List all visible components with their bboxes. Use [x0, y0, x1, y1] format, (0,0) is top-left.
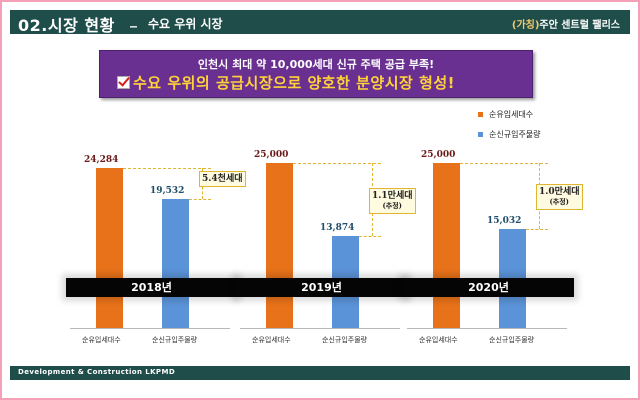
category-label: 순신규입주물량 [152, 336, 198, 344]
category-label: 순유입세대수 [82, 336, 121, 344]
project-prefix: (가칭) [511, 20, 540, 31]
legend-swatch-blue [478, 132, 483, 137]
banner-line-1: 인천시 최대 약 10,000세대 신규 주택 공급 부족! [197, 58, 435, 71]
bar-new-supply [162, 199, 189, 328]
difference-value: 1.0만세대 [539, 186, 580, 197]
bar-chart-2020: 25,000 15,032 1.0만세대 (추정) 2020년 순유입세대수 순신… [403, 140, 583, 355]
value-label-net-inflow: 24,284 [84, 154, 119, 165]
slide-footer: Development & Construction LKPMD [10, 366, 630, 380]
bar-chart-2019: 25,000 13,874 1.1만세대 (추정) 2019년 순유입세대수 순신… [236, 140, 416, 355]
value-label-net-inflow: 25,000 [254, 150, 289, 160]
chart-legend: 순유입세대수 순신규입주물량 [478, 109, 541, 149]
legend-label: 순유입세대수 [489, 110, 534, 119]
project-name: (가칭)주안 센트럴 팰리스 [512, 16, 620, 31]
legend-item: 순유입세대수 [478, 109, 541, 120]
guide-line-bottom [359, 236, 381, 238]
chart-baseline [70, 328, 230, 329]
bar-net-inflow [96, 167, 123, 328]
title-separator: _ [130, 12, 137, 28]
checkbox-icon [117, 76, 130, 89]
value-label-new-supply: 13,874 [320, 223, 355, 234]
bar-chart-2018: 24,284 19,532 5.4천세대 2018년 순유입세대수 순신규입주물… [66, 140, 246, 355]
year-label: 2020년 [403, 278, 574, 297]
section-title: 02.시장 현황 [18, 16, 115, 35]
value-label-new-supply: 19,532 [150, 186, 185, 197]
footer-text: Development & Construction LKPMD [18, 368, 176, 376]
year-label: 2019년 [236, 278, 407, 297]
difference-value: 1.1만세대 [372, 190, 413, 201]
difference-label: 1.0만세대 (추정) [536, 183, 583, 210]
guide-line-top [123, 167, 211, 169]
guide-line-bottom [526, 228, 548, 230]
headline-banner: 인천시 최대 약 10,000세대 신규 주택 공급 부족! 수요 우위의 공급… [99, 50, 533, 98]
difference-note: (추정) [549, 196, 569, 206]
difference-note: (추정) [382, 200, 402, 210]
project-label: 주안 센트럴 팰리스 [539, 20, 620, 31]
value-label-new-supply: 15,032 [487, 215, 522, 226]
guide-line-top [460, 163, 548, 164]
legend-swatch-orange [478, 112, 483, 117]
difference-label: 5.4천세대 [199, 171, 246, 188]
difference-label: 1.1만세대 (추정) [369, 187, 416, 214]
banner-line-2: 수요 우위의 공급시장으로 양호한 분양시장 형성! [133, 74, 455, 92]
category-label: 순신규입주물량 [322, 336, 368, 344]
value-label-net-inflow: 25,000 [421, 150, 456, 160]
legend-item: 순신규입주물량 [478, 129, 541, 140]
difference-value: 5.4천세대 [202, 174, 243, 185]
year-label: 2018년 [66, 278, 237, 297]
guide-line-top [293, 163, 381, 164]
bar-net-inflow [433, 163, 460, 328]
category-label: 순신규입주물량 [489, 336, 535, 344]
chart-baseline [407, 328, 567, 329]
section-subtitle: 수요 우위 시장 [148, 17, 223, 31]
chart-baseline [240, 328, 400, 329]
category-label: 순유입세대수 [252, 336, 291, 344]
legend-label: 순신규입주물량 [489, 130, 541, 139]
bar-net-inflow [266, 163, 293, 328]
category-label: 순유입세대수 [419, 336, 458, 344]
slide-header: 02.시장 현황 _ 수요 우위 시장 (가칭)주안 센트럴 팰리스 [10, 10, 630, 35]
guide-line-bottom [189, 199, 211, 201]
